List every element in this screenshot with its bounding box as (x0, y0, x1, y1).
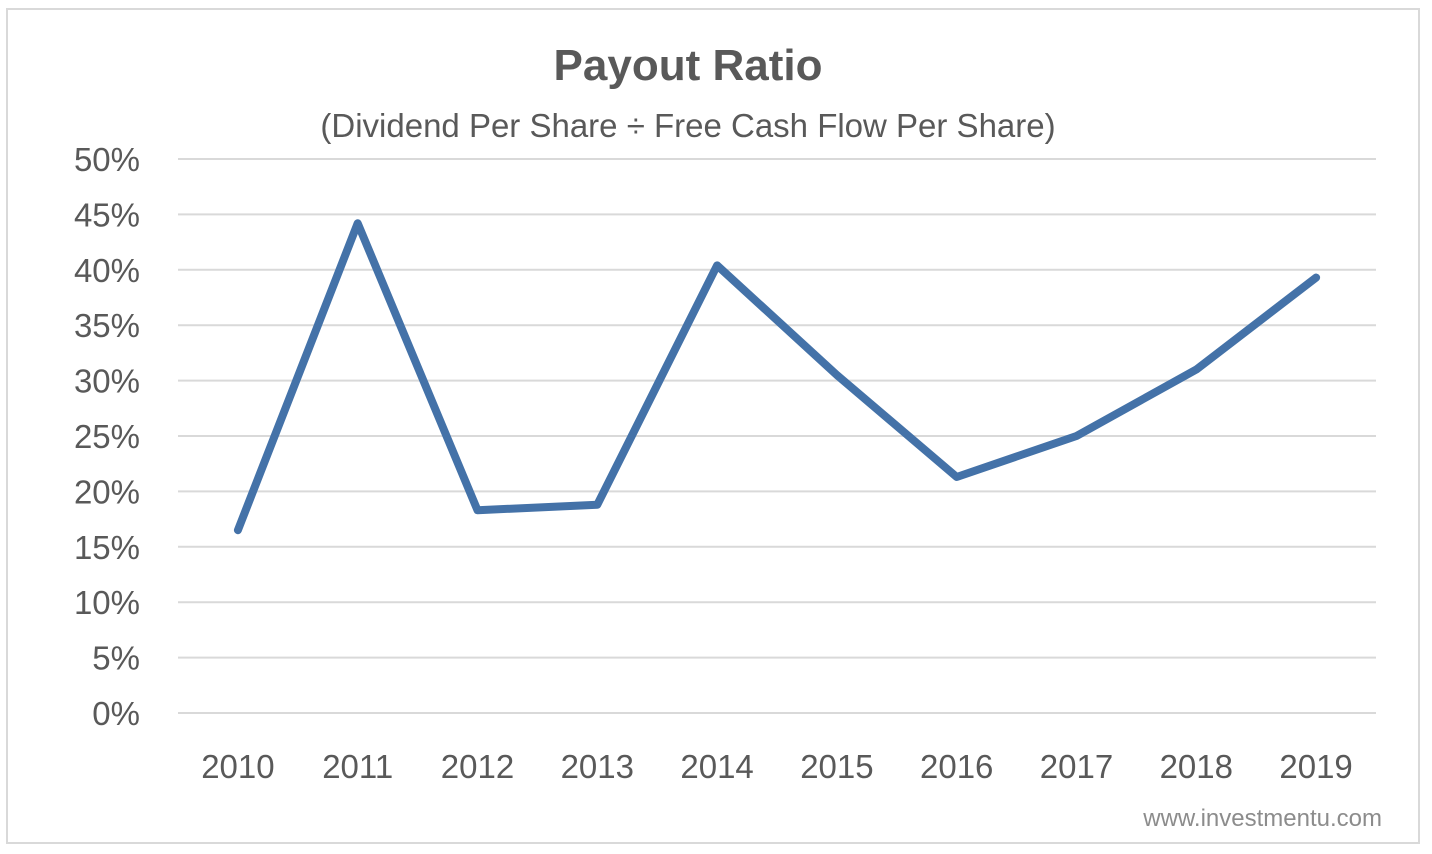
x-tick-label: 2016 (920, 748, 993, 785)
y-tick-label: 25% (74, 418, 140, 455)
y-tick-label: 50% (74, 141, 140, 178)
y-tick-label: 30% (74, 363, 140, 400)
y-tick-label: 15% (74, 529, 140, 566)
x-tick-label: 2014 (680, 748, 753, 785)
y-tick-label: 45% (74, 196, 140, 233)
x-tick-label: 2012 (441, 748, 514, 785)
y-axis-ticks: 0% 5% 10% 15% 20% 25% 30% 35% 40% 45% 50% (74, 141, 140, 732)
x-tick-label: 2018 (1160, 748, 1233, 785)
x-tick-label: 2019 (1279, 748, 1352, 785)
chart-subtitle: (Dividend Per Share ÷ Free Cash Flow Per… (320, 107, 1055, 144)
y-tick-label: 40% (74, 252, 140, 289)
watermark-text: www.investmentu.com (1142, 805, 1382, 832)
y-tick-label: 10% (74, 584, 140, 621)
x-tick-label: 2011 (322, 748, 393, 785)
x-tick-label: 2017 (1040, 748, 1113, 785)
series-line (233, 219, 1321, 535)
y-tick-label: 0% (92, 695, 140, 732)
chart-title: Payout Ratio (554, 41, 823, 90)
gridlines (178, 158, 1376, 714)
x-tick-label: 2015 (800, 748, 873, 785)
x-tick-label: 2013 (561, 748, 634, 785)
series-layer (233, 219, 1321, 535)
x-axis-ticks: 2010 2011 2012 2013 2014 2015 2016 2017 2018 2019 (201, 748, 1353, 785)
chart-frame (6, 8, 1420, 844)
y-tick-label: 20% (74, 473, 140, 510)
y-tick-label: 35% (74, 307, 140, 344)
y-tick-label: 5% (92, 640, 140, 677)
x-tick-label: 2010 (201, 748, 274, 785)
